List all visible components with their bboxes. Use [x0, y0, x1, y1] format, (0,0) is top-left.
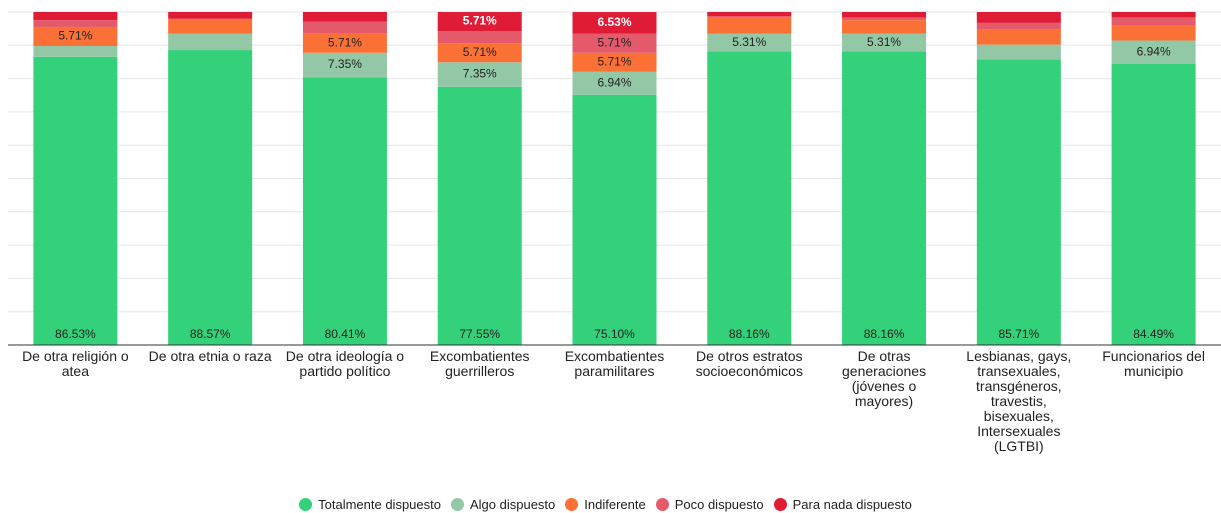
data-label: 75.10%	[594, 327, 635, 341]
bar-segment	[168, 50, 253, 346]
data-label: 6.94%	[597, 76, 631, 90]
x-tick-label: De otra religión o atea	[22, 348, 129, 379]
x-tick-label: De otra ideología o partido político	[285, 348, 405, 379]
data-label: 5.71%	[58, 29, 92, 43]
data-label: 88.16%	[864, 327, 905, 341]
data-label: 5.71%	[463, 14, 497, 28]
bar-segment	[707, 51, 792, 346]
bar-segment	[33, 20, 118, 27]
data-label: 5.71%	[328, 35, 362, 49]
bar-segment	[1111, 17, 1196, 26]
legend-item: Para nada dispuesto	[773, 497, 912, 512]
bar-segment	[842, 20, 927, 34]
bar-segment	[572, 71, 657, 95]
bar-segment	[842, 12, 927, 18]
data-label: 80.41%	[325, 327, 366, 341]
legend-swatch	[655, 498, 669, 511]
x-tick-label: Lesbianas, gays, transexuales, transgéne…	[966, 348, 1072, 454]
bar-segment	[437, 31, 522, 44]
data-label: 6.94%	[1137, 44, 1171, 58]
bar-segment	[976, 22, 1061, 30]
data-label: 77.55%	[459, 327, 500, 341]
bar-segment	[33, 45, 118, 57]
bar-segment	[842, 33, 927, 52]
bar-segment	[437, 43, 522, 63]
data-label: 5.71%	[463, 45, 497, 59]
bar-segment	[437, 12, 522, 32]
legend: Totalmente dispuesto Algo dispuesto Indife…	[0, 497, 1221, 512]
x-tick-label: De otras generaciones (jóvenes o mayores…	[842, 348, 927, 409]
bar-segment	[976, 44, 1061, 60]
data-label: 5.71%	[597, 54, 631, 68]
bar-segment	[572, 33, 657, 53]
legend-swatch	[773, 498, 787, 511]
bar-segment	[302, 52, 387, 78]
bar-segment	[33, 56, 118, 345]
bar-segment	[302, 21, 387, 34]
bar-segment	[1111, 25, 1196, 41]
x-tick-label: De otros estratos socioeconómicos	[695, 348, 803, 379]
data-label: 5.71%	[597, 35, 631, 49]
bar-segment	[437, 86, 522, 346]
bar-segment	[572, 94, 657, 346]
legend-swatch	[299, 498, 313, 511]
legend-item: Poco dispuesto	[655, 497, 764, 512]
data-label: 5.31%	[732, 35, 766, 49]
bar-segment	[33, 12, 118, 21]
legend-label: Para nada dispuesto	[792, 497, 912, 512]
bar-segment	[572, 52, 657, 72]
data-label: 7.35%	[463, 67, 497, 81]
bar-segment	[976, 29, 1061, 45]
x-tick-label: De otra etnia o raza	[148, 348, 272, 364]
bar-segment	[572, 12, 657, 34]
bar-segment	[302, 33, 387, 53]
legend-label: Algo dispuesto	[469, 497, 556, 512]
bar-segment	[168, 33, 253, 51]
data-label: 88.16%	[729, 327, 770, 341]
bar-segment	[842, 17, 927, 21]
bar-segment	[168, 18, 253, 34]
legend-label: Poco dispuesto	[674, 497, 764, 512]
data-label: 85.71%	[998, 327, 1039, 341]
bar-segment	[437, 62, 522, 87]
bar-segment	[707, 17, 792, 34]
bar-segment	[1111, 63, 1196, 345]
bar-segment	[33, 26, 118, 46]
x-tick-label: Excombatientes guerrilleros	[429, 348, 530, 379]
legend-swatch	[565, 498, 579, 511]
legend-label: Totalmente dispuesto	[318, 497, 441, 512]
data-label: 86.53%	[55, 327, 96, 341]
legend-item: Totalmente dispuesto	[299, 497, 441, 512]
bar-segment	[976, 59, 1061, 346]
legend-item: Algo dispuesto	[450, 497, 556, 512]
x-tick-label: Excombatientes paramilitares	[564, 348, 665, 379]
bar-segment	[707, 12, 792, 17]
bar-segment	[707, 33, 792, 52]
data-label: 5.31%	[867, 35, 901, 49]
data-label: 84.49%	[1133, 327, 1174, 341]
data-label: 7.35%	[328, 57, 362, 71]
data-label: 6.53%	[597, 15, 631, 29]
legend-swatch	[450, 498, 464, 511]
bar-segment	[707, 16, 792, 18]
bar-segment	[302, 12, 387, 22]
data-label: 88.57%	[190, 327, 231, 341]
bar-segment	[1111, 40, 1196, 64]
x-tick-label: Funcionarios del municipio	[1102, 348, 1205, 379]
bar-segment	[976, 12, 1061, 23]
bar-segment	[1111, 12, 1196, 18]
legend-label: Indiferente	[584, 497, 646, 512]
bar-segment	[302, 77, 387, 345]
bar-segment	[168, 12, 253, 19]
legend-item: Indiferente	[565, 497, 646, 512]
bar-segment	[842, 51, 927, 346]
